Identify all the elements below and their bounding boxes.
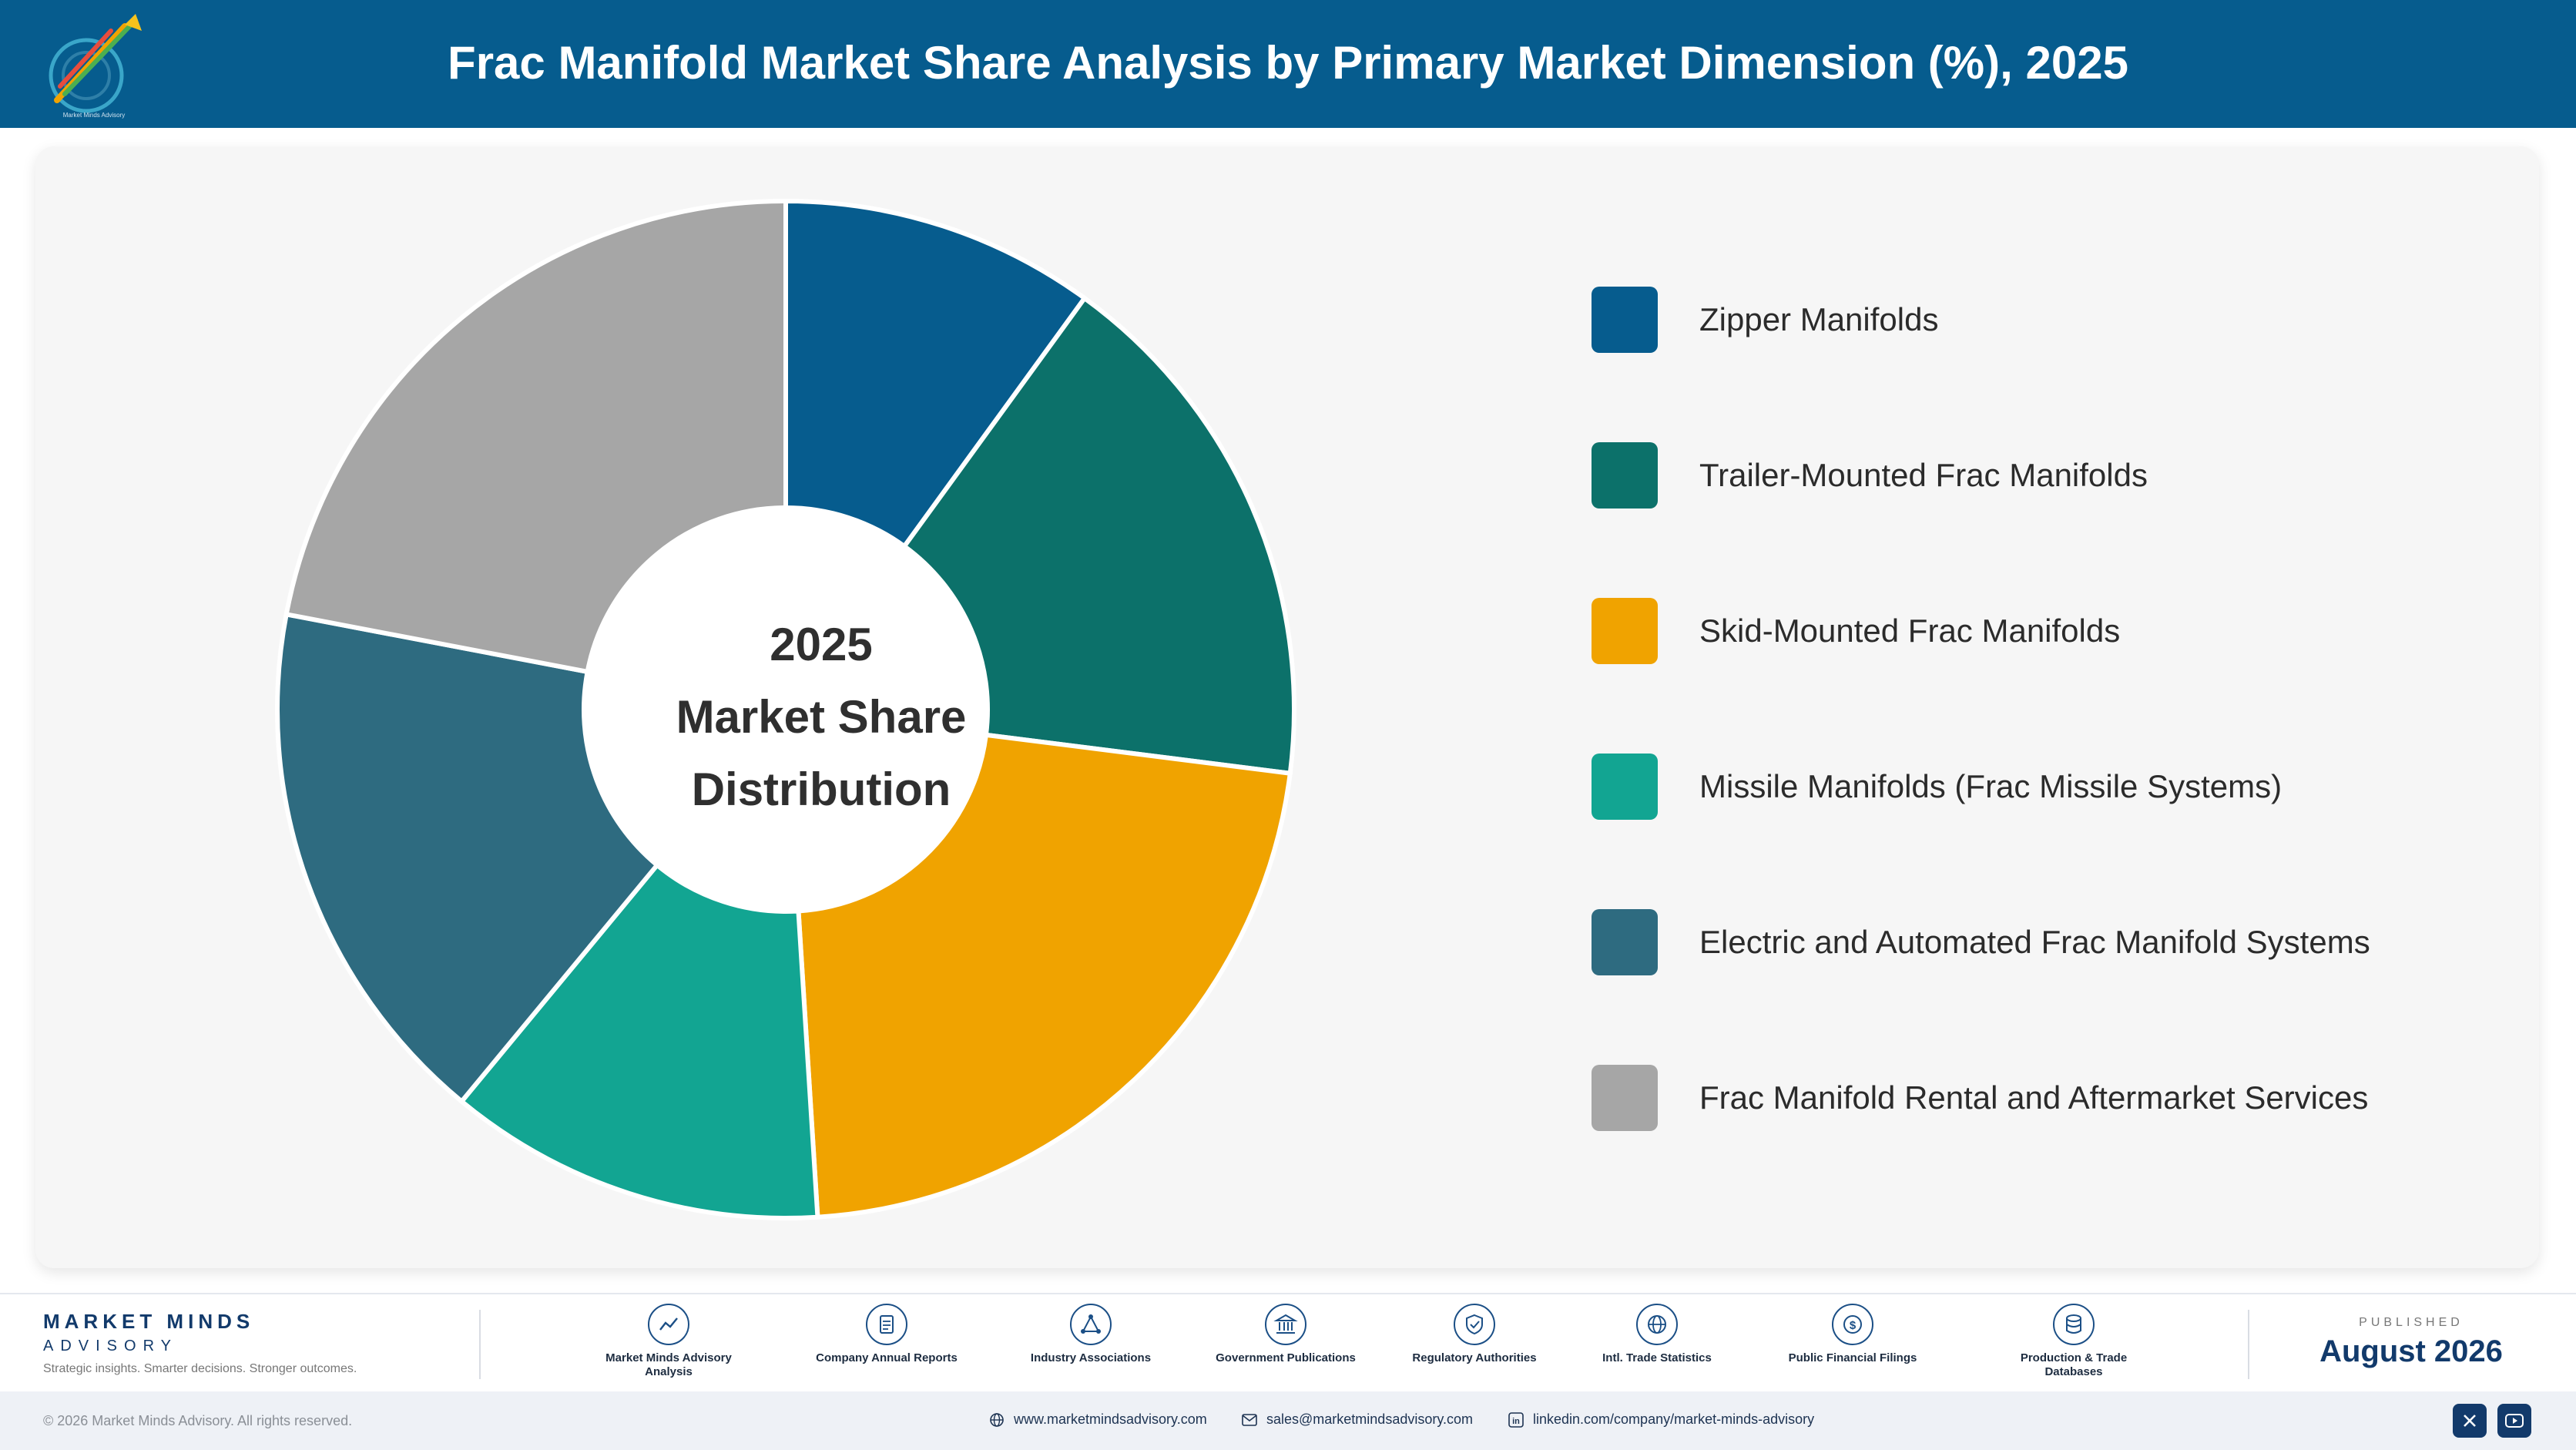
linkedin-text: linkedin.com/company/market-minds-adviso… — [1533, 1411, 1815, 1427]
source-label: Government Publications — [1216, 1351, 1356, 1364]
source-label: Market Minds Advisory Analysis — [605, 1351, 732, 1378]
email-link[interactable]: sales@marketmindsadvisory.com — [1242, 1411, 1473, 1428]
legend-item: Frac Manifold Rental and Aftermarket Ser… — [1592, 1065, 2516, 1133]
source-item: Production & Trade Databases — [1997, 1304, 2151, 1379]
divider — [2248, 1310, 2249, 1379]
x-social-button[interactable] — [2453, 1404, 2487, 1438]
source-item: Market Minds Advisory Analysis — [592, 1304, 746, 1379]
center-label-year: 2025 — [770, 619, 873, 670]
divider — [479, 1310, 481, 1379]
brand-name: MARKET MINDS — [43, 1310, 255, 1333]
source-item: Industry Associations — [1014, 1304, 1168, 1365]
source-label: Company Annual Reports — [816, 1351, 958, 1364]
trend-chart-icon — [648, 1304, 689, 1345]
document-icon — [866, 1304, 907, 1345]
legend-label: Skid-Mounted Frac Manifolds — [1699, 613, 2121, 649]
legend-swatch — [1592, 287, 1658, 353]
legend-label: Trailer-Mounted Frac Manifolds — [1699, 457, 2148, 493]
brand-tagline: Strategic insights. Smarter decisions. S… — [43, 1362, 357, 1375]
published-date: August 2026 — [2319, 1334, 2503, 1368]
legend-swatch — [1592, 754, 1658, 820]
legend-item: Trailer-Mounted Frac Manifolds — [1592, 442, 2516, 510]
market-minds-logo-icon: Market Minds Advisory — [49, 14, 142, 119]
svg-text:Market Minds Advisory: Market Minds Advisory — [63, 112, 125, 119]
source-item: Intl. Trade Statistics — [1580, 1304, 1734, 1365]
government-building-icon — [1265, 1304, 1306, 1345]
source-label: Regulatory Authorities — [1412, 1351, 1537, 1364]
header-bar: Market Minds Advisory Frac Manifold Mark… — [0, 0, 2576, 128]
center-label-line-3: Distribution — [691, 764, 951, 815]
legend-item: Skid-Mounted Frac Manifolds — [1592, 598, 2516, 666]
copyright-text: © 2026 Market Minds Advisory. All rights… — [43, 1413, 353, 1428]
source-item: Regulatory Authorities — [1397, 1304, 1551, 1365]
website-text: www.marketmindsadvisory.com — [1014, 1411, 1207, 1427]
network-icon — [1070, 1304, 1112, 1345]
brand-subtitle: ADVISORY — [43, 1338, 178, 1354]
legend-swatch — [1592, 909, 1658, 975]
footer-contact-bar: © 2026 Market Minds Advisory. All rights… — [0, 1391, 2576, 1450]
source-item: Government Publications — [1209, 1304, 1363, 1365]
legend-swatch — [1592, 442, 1658, 509]
globe-icon — [990, 1412, 1004, 1427]
footer-sources-bar: MARKET MINDS ADVISORY Strategic insights… — [0, 1293, 2576, 1391]
dollar-coin-icon: $ — [1832, 1304, 1873, 1345]
source-item: $ Public Financial Filings — [1776, 1304, 1930, 1365]
legend-item: Zipper Manifolds — [1592, 287, 2516, 354]
website-link[interactable]: www.marketmindsadvisory.com — [989, 1411, 1207, 1428]
svg-text:$: $ — [1850, 1319, 1857, 1332]
legend-item: Electric and Automated Frac Manifold Sys… — [1592, 909, 2516, 977]
youtube-icon — [2505, 1414, 2524, 1428]
shield-check-icon — [1454, 1304, 1495, 1345]
donut-hole — [584, 508, 988, 911]
source-label: Industry Associations — [1030, 1351, 1152, 1364]
chart-card: 2025 Market Share Distribution Zipper Ma… — [35, 146, 2539, 1268]
page-title: Frac Manifold Market Share Analysis by P… — [448, 37, 2128, 89]
linkedin-link[interactable]: in linkedin.com/company/market-minds-adv… — [1508, 1411, 1814, 1428]
source-item: Company Annual Reports — [810, 1304, 964, 1365]
legend-swatch — [1592, 598, 1658, 664]
legend-label: Zipper Manifolds — [1699, 301, 1939, 337]
database-icon — [2053, 1304, 2095, 1345]
source-label: Public Financial Filings — [1788, 1351, 1917, 1364]
legend-label: Electric and Automated Frac Manifold Sys… — [1699, 924, 2370, 960]
published-label: PUBLISHED — [2359, 1316, 2464, 1329]
mail-icon — [1242, 1413, 1257, 1426]
x-icon — [2464, 1415, 2476, 1427]
email-text: sales@marketmindsadvisory.com — [1266, 1411, 1474, 1427]
legend-swatch — [1592, 1065, 1658, 1131]
globe-icon — [1636, 1304, 1678, 1345]
legend-label: Missile Manifolds (Frac Missile Systems) — [1699, 768, 2283, 804]
chart-center-label: 2025 Market Share Distribution — [667, 609, 975, 826]
svg-text:in: in — [1512, 1417, 1520, 1426]
donut-chart — [275, 198, 1296, 1221]
legend-label: Frac Manifold Rental and Aftermarket Ser… — [1699, 1079, 2369, 1116]
youtube-social-button[interactable] — [2497, 1404, 2531, 1438]
linkedin-icon: in — [1508, 1411, 1524, 1428]
source-label: Intl. Trade Statistics — [1602, 1351, 1712, 1364]
source-label: Production & Trade Databases — [2020, 1351, 2128, 1378]
center-label-line-2: Market Share — [676, 691, 967, 743]
legend-item: Missile Manifolds (Frac Missile Systems) — [1592, 754, 2516, 821]
